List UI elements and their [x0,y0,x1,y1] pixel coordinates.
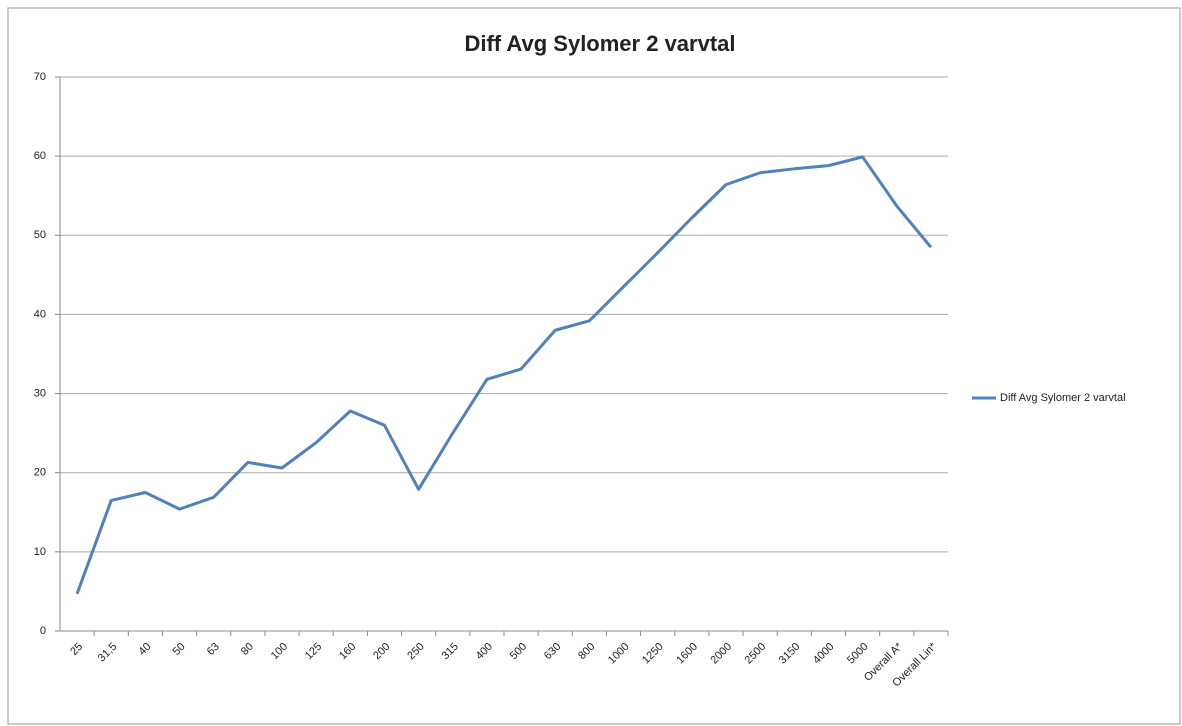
y-tick-label: 10 [34,546,46,558]
y-tick-label: 70 [34,71,46,83]
chart-frame [7,7,1181,725]
y-tick-label: 0 [40,625,46,637]
y-tick-label: 30 [34,387,46,399]
chart-title: Diff Avg Sylomer 2 varvtal [464,31,735,56]
data-line [75,155,933,595]
y-tick-label: 60 [34,150,46,162]
y-tick-label: 40 [34,308,46,320]
legend-label: Diff Avg Sylomer 2 varvtal [1000,392,1126,404]
y-tick-label: 50 [34,229,46,241]
y-tick-label: 20 [34,467,46,479]
